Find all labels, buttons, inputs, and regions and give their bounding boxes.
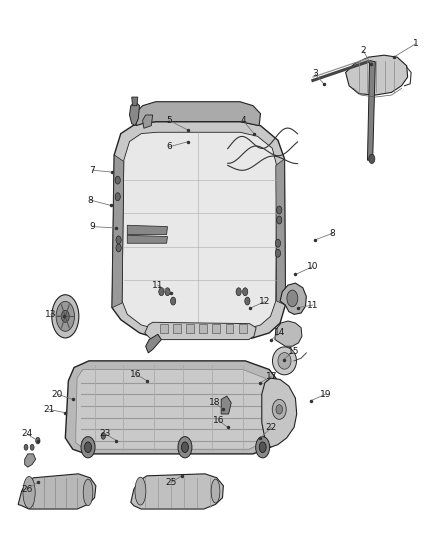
Ellipse shape: [23, 477, 35, 508]
Polygon shape: [186, 324, 194, 333]
Polygon shape: [239, 324, 247, 333]
Polygon shape: [132, 97, 138, 106]
Polygon shape: [112, 122, 286, 338]
Text: 22: 22: [266, 423, 277, 432]
Ellipse shape: [181, 442, 188, 453]
Ellipse shape: [35, 437, 40, 444]
Polygon shape: [212, 324, 220, 333]
Polygon shape: [122, 132, 277, 329]
Text: 19: 19: [320, 390, 332, 399]
Polygon shape: [199, 324, 207, 333]
Polygon shape: [173, 324, 181, 333]
Ellipse shape: [116, 244, 121, 252]
Polygon shape: [127, 225, 167, 235]
Ellipse shape: [101, 433, 106, 439]
Text: 25: 25: [165, 478, 177, 487]
Text: 2: 2: [360, 46, 366, 55]
Text: 24: 24: [21, 430, 32, 439]
Ellipse shape: [116, 236, 121, 244]
Ellipse shape: [24, 445, 28, 450]
Ellipse shape: [243, 288, 248, 296]
Ellipse shape: [276, 405, 283, 414]
Text: 3: 3: [312, 69, 318, 78]
Ellipse shape: [276, 249, 281, 257]
Ellipse shape: [56, 301, 74, 332]
Ellipse shape: [287, 290, 298, 306]
Text: 11: 11: [152, 280, 164, 289]
Polygon shape: [160, 324, 168, 333]
Ellipse shape: [276, 239, 281, 247]
Ellipse shape: [135, 477, 146, 505]
Ellipse shape: [236, 288, 241, 296]
Polygon shape: [262, 378, 297, 447]
Ellipse shape: [277, 216, 282, 224]
Ellipse shape: [259, 442, 266, 453]
Polygon shape: [146, 334, 161, 353]
Polygon shape: [18, 474, 96, 509]
Ellipse shape: [369, 154, 375, 164]
Text: 13: 13: [45, 310, 57, 319]
Text: 16: 16: [130, 370, 142, 378]
Text: 9: 9: [89, 222, 95, 231]
Polygon shape: [143, 115, 152, 128]
Ellipse shape: [272, 347, 297, 375]
Ellipse shape: [85, 442, 92, 453]
Ellipse shape: [211, 479, 220, 503]
Polygon shape: [76, 369, 274, 449]
Ellipse shape: [81, 437, 95, 458]
Text: 7: 7: [89, 166, 95, 175]
Polygon shape: [112, 155, 124, 308]
Text: 23: 23: [100, 430, 111, 439]
Ellipse shape: [178, 437, 192, 458]
Text: 21: 21: [43, 405, 54, 414]
Polygon shape: [367, 61, 375, 160]
Ellipse shape: [115, 193, 120, 201]
Text: 10: 10: [307, 262, 318, 271]
Text: 4: 4: [240, 116, 246, 125]
Text: 12: 12: [259, 297, 271, 306]
Ellipse shape: [30, 445, 34, 450]
Polygon shape: [25, 454, 35, 467]
Text: 8: 8: [330, 229, 336, 238]
Text: 26: 26: [21, 484, 32, 494]
Text: 8: 8: [87, 196, 93, 205]
Polygon shape: [65, 361, 279, 454]
Text: 18: 18: [209, 398, 220, 407]
Polygon shape: [136, 102, 261, 126]
Polygon shape: [280, 283, 306, 314]
Polygon shape: [226, 324, 233, 333]
Ellipse shape: [272, 399, 286, 419]
Ellipse shape: [159, 288, 164, 296]
Polygon shape: [127, 235, 167, 243]
Ellipse shape: [278, 352, 291, 369]
Ellipse shape: [277, 206, 282, 214]
Polygon shape: [221, 396, 231, 414]
Ellipse shape: [52, 295, 79, 338]
Text: 16: 16: [213, 416, 225, 425]
Text: 1: 1: [413, 39, 418, 49]
Ellipse shape: [256, 437, 270, 458]
Text: 5: 5: [166, 116, 172, 125]
Ellipse shape: [61, 310, 69, 322]
Polygon shape: [145, 322, 256, 340]
Text: 20: 20: [52, 390, 63, 399]
Polygon shape: [276, 159, 286, 305]
Text: 17: 17: [265, 372, 277, 381]
Text: 14: 14: [275, 328, 286, 337]
Polygon shape: [346, 55, 408, 95]
Polygon shape: [130, 102, 140, 126]
Text: 6: 6: [166, 142, 172, 151]
Ellipse shape: [83, 479, 93, 506]
Polygon shape: [275, 321, 302, 346]
Ellipse shape: [115, 176, 120, 184]
Text: 15: 15: [287, 347, 299, 356]
Polygon shape: [131, 474, 223, 509]
Ellipse shape: [245, 297, 250, 305]
Text: 11: 11: [307, 301, 318, 310]
Ellipse shape: [165, 288, 170, 296]
Ellipse shape: [170, 297, 176, 305]
